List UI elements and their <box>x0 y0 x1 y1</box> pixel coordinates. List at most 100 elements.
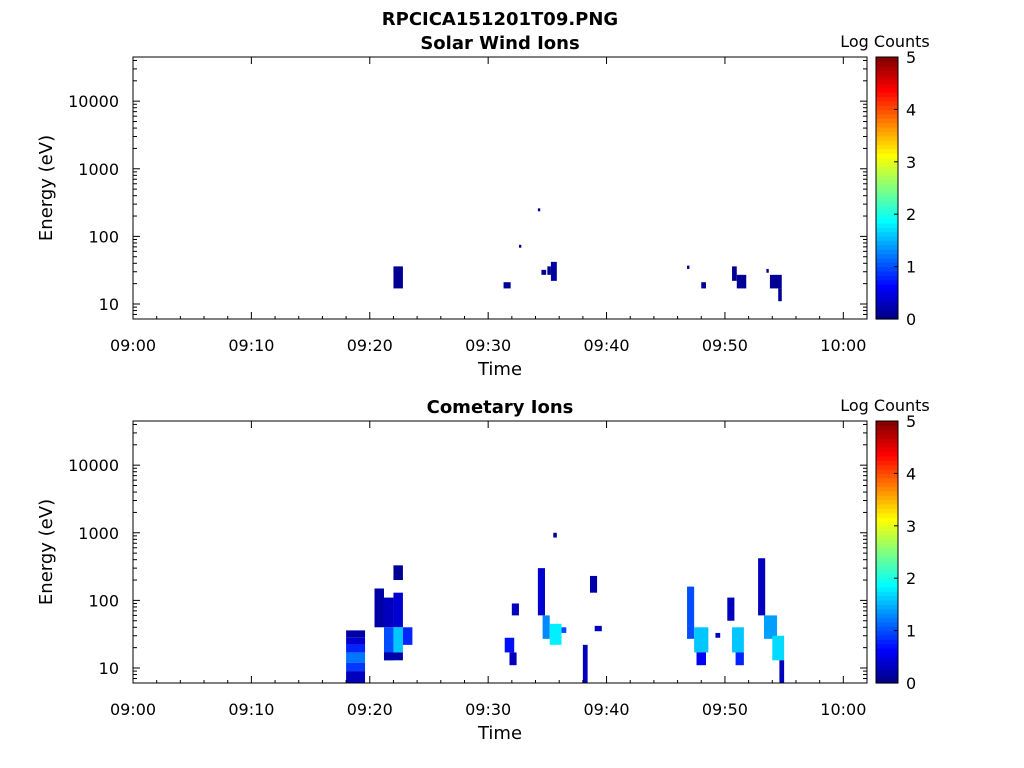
colorbar-swatch <box>876 201 898 207</box>
colorbar-swatch <box>876 118 898 124</box>
colorbar-swatch <box>876 621 898 627</box>
colorbar-swatch <box>876 270 898 276</box>
colorbar-tick-label: 4 <box>906 464 916 483</box>
colorbar-swatch <box>876 65 898 71</box>
data-cell <box>561 627 567 633</box>
x-tick-label: 09:40 <box>583 336 629 355</box>
colorbar-swatch <box>876 560 898 566</box>
colorbar-swatch <box>876 87 898 93</box>
colorbar-swatch <box>876 262 898 268</box>
colorbar-swatch <box>876 196 898 202</box>
colorbar-tick-label: 2 <box>906 569 916 588</box>
data-cell <box>696 652 706 666</box>
data-cell <box>402 627 413 645</box>
colorbar-swatch <box>876 477 898 483</box>
colorbar-swatch <box>876 139 898 145</box>
colorbar-swatch <box>876 608 898 614</box>
colorbar-swatch <box>876 297 898 303</box>
colorbar-swatch <box>876 205 898 211</box>
colorbar-label: Log Counts <box>840 396 930 415</box>
colorbar-swatch <box>876 249 898 255</box>
colorbar-swatch <box>876 183 898 189</box>
data-cell <box>687 265 690 269</box>
colorbar-swatch <box>876 521 898 527</box>
colorbar-swatch <box>876 61 898 67</box>
colorbar-swatch <box>876 600 898 605</box>
colorbar-swatch <box>876 275 898 281</box>
colorbar-swatch <box>876 595 898 601</box>
colorbar-swatch <box>876 447 898 453</box>
x-tick-label: 09:50 <box>702 700 748 719</box>
x-tick-label: 09:20 <box>347 336 393 355</box>
y-axis-label: Energy (eV) <box>36 499 57 605</box>
colorbar-swatch <box>876 648 898 654</box>
y-axis-label: Energy (eV) <box>36 135 57 241</box>
data-cell <box>687 586 695 639</box>
data-cells <box>393 208 782 302</box>
x-tick-label: 09:10 <box>228 336 274 355</box>
colorbar-swatch <box>876 266 898 272</box>
data-cell <box>769 274 782 289</box>
colorbar-swatch <box>876 569 898 575</box>
data-cell <box>537 568 545 616</box>
x-tick-label: 09:10 <box>228 700 274 719</box>
colorbar-swatch <box>876 301 898 307</box>
x-tick-label: 10:00 <box>820 336 866 355</box>
panel-1: Solar Wind Ions 09:00 09:10 09:20 09:30 09:40… <box>36 32 930 380</box>
colorbar-swatch <box>876 534 898 540</box>
data-cell <box>549 623 562 645</box>
colorbar-swatch <box>876 604 898 610</box>
colorbar-swatch <box>876 508 898 514</box>
colorbar-swatch <box>876 512 898 518</box>
colorbar-swatch <box>876 665 898 671</box>
data-cell <box>727 597 735 621</box>
colorbar-tick-label: 3 <box>906 153 916 172</box>
colorbar-swatch <box>876 209 898 215</box>
colorbar-swatch <box>876 91 898 97</box>
colorbar-swatch <box>876 222 898 228</box>
data-cell <box>772 635 785 661</box>
colorbar-tick-label: 5 <box>906 412 916 431</box>
y-tick-label: 100 <box>88 591 119 610</box>
data-cell <box>537 208 541 212</box>
colorbar-swatch <box>876 482 898 488</box>
y-tick-label: 100 <box>88 227 119 246</box>
colorbar-swatch <box>876 547 898 553</box>
data-cell <box>511 603 519 616</box>
data-cell <box>778 288 782 302</box>
colorbar-swatch <box>876 656 898 662</box>
colorbar-swatch <box>876 438 898 444</box>
colorbar-swatch <box>876 74 898 80</box>
colorbar-swatch <box>876 166 898 172</box>
data-cell <box>582 644 588 683</box>
colorbar-swatch <box>876 556 898 562</box>
colorbar-swatch <box>876 218 898 224</box>
colorbar-swatch <box>876 421 898 426</box>
colorbar-swatch <box>876 105 898 110</box>
colorbar-swatch <box>876 678 898 684</box>
colorbar-swatch <box>876 279 898 285</box>
x-tick-label: 09:00 <box>110 336 156 355</box>
plot-frame <box>132 420 868 684</box>
x-tick-label: 09:40 <box>583 700 629 719</box>
panel-title: Solar Wind Ions <box>420 33 579 54</box>
colorbar-swatch <box>876 161 898 167</box>
colorbar-swatch <box>876 192 898 198</box>
data-cell <box>694 627 709 653</box>
data-cell <box>393 266 403 289</box>
colorbar-swatch <box>876 214 898 220</box>
plot-frame <box>132 56 868 320</box>
colorbar-swatch <box>876 157 898 163</box>
data-cell <box>550 261 557 281</box>
colorbar-swatch <box>876 490 898 496</box>
data-cell <box>374 588 384 628</box>
colorbar-tick-label: 1 <box>906 622 916 641</box>
y-tick-label: 10000 <box>68 456 119 475</box>
x-tick-label: 09:20 <box>347 700 393 719</box>
data-cell <box>383 597 394 628</box>
colorbar-swatch <box>876 284 898 290</box>
colorbar-tick-label: 1 <box>906 258 916 277</box>
colorbar-swatch <box>876 83 898 89</box>
colorbar-swatch <box>876 109 898 115</box>
